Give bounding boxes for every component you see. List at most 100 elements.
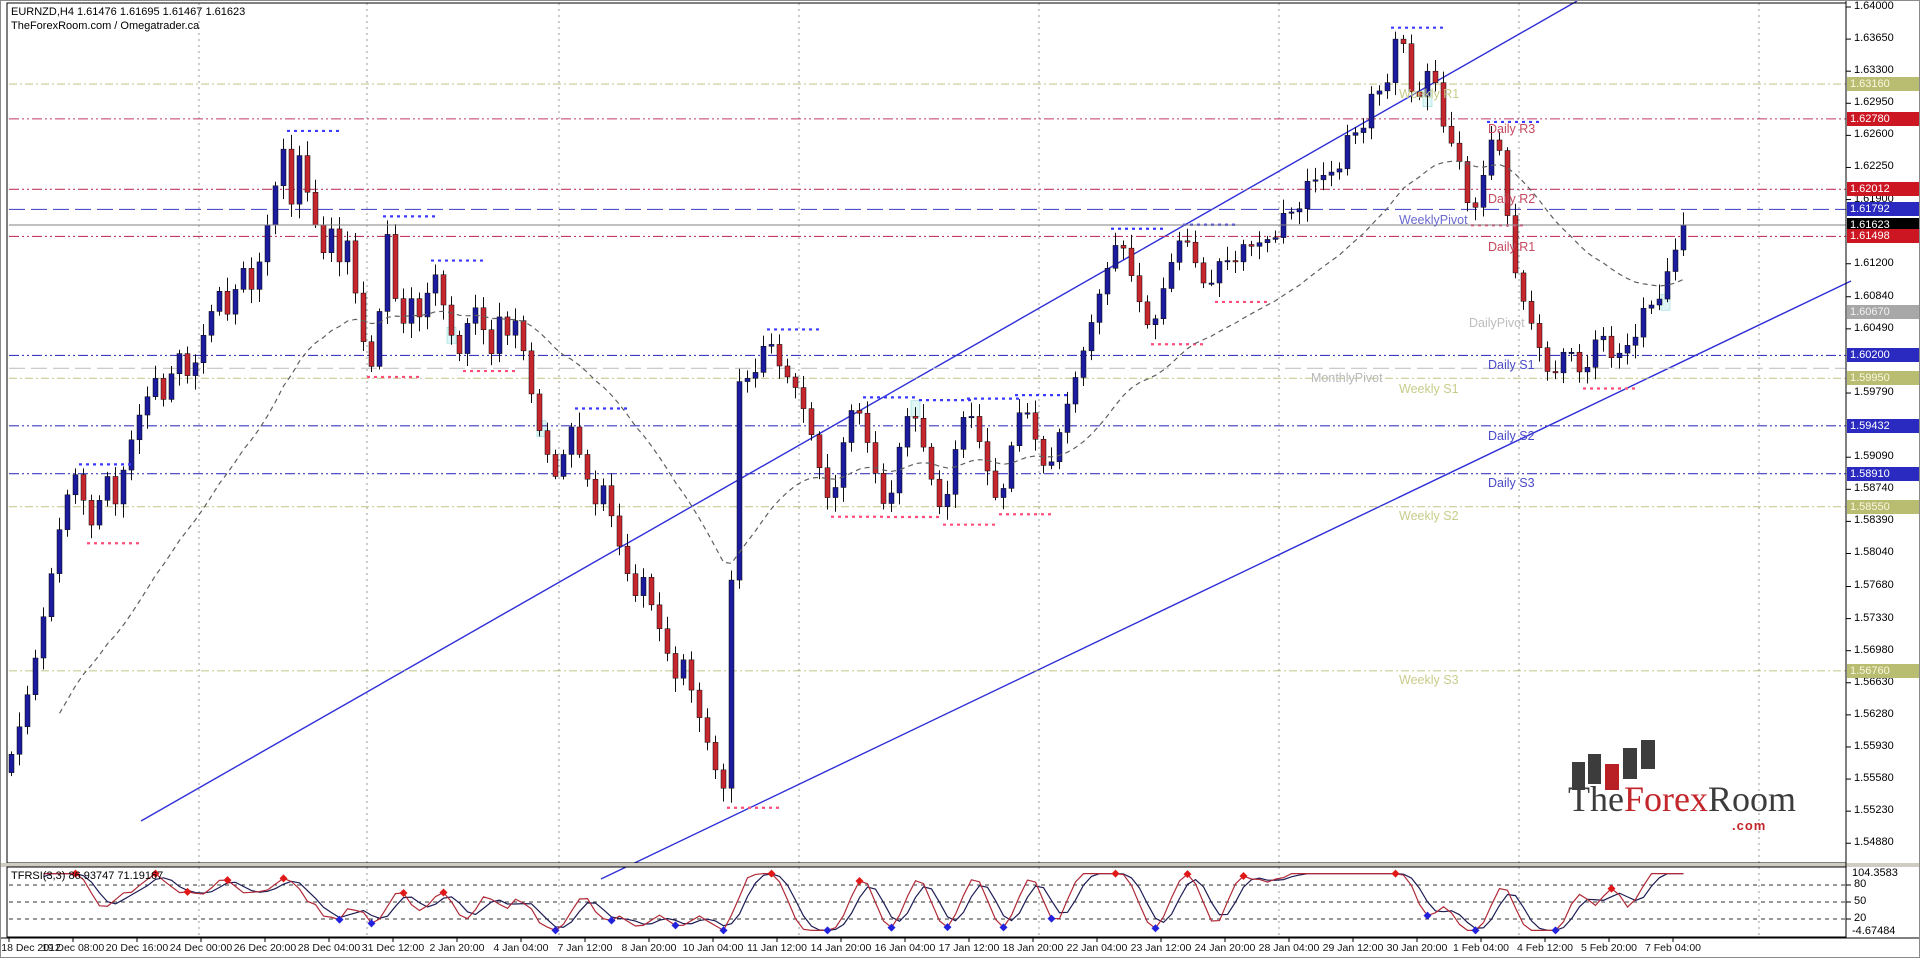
- price-badge: 1.58550: [1847, 499, 1919, 514]
- candle-up: [1256, 242, 1263, 247]
- candle-up: [136, 414, 143, 441]
- candle-down: [1192, 241, 1199, 264]
- price-tick-label: 1.55230: [1854, 804, 1894, 817]
- candle-up: [752, 372, 759, 379]
- candle-down: [544, 430, 551, 455]
- candle-down: [1456, 142, 1463, 162]
- candle-up: [1208, 282, 1215, 285]
- candle-down: [488, 329, 495, 354]
- candle-down: [648, 577, 655, 606]
- candle-up: [272, 185, 279, 226]
- candle-up: [1376, 90, 1383, 95]
- candle-up: [904, 416, 911, 448]
- candle-up: [1112, 245, 1119, 269]
- candle-down: [520, 320, 527, 352]
- candle-down: [1576, 351, 1583, 373]
- candle-up: [216, 290, 223, 312]
- pivot-label-daily-s1: Daily S1: [1488, 358, 1535, 372]
- candle-down: [552, 454, 559, 477]
- date-label: 1 Feb 04:00: [1452, 942, 1510, 954]
- price-tick-label: 1.59090: [1854, 450, 1894, 463]
- date-label: 10 Jan 04:00: [682, 942, 744, 954]
- date-label: 5 Feb 20:00: [1580, 942, 1638, 954]
- candle-up: [104, 476, 111, 501]
- date-label: 4 Jan 04:00: [493, 942, 549, 954]
- pivot-label-weekly-s3: Weekly S3: [1399, 673, 1459, 687]
- price-tick-label: 1.63650: [1854, 32, 1894, 45]
- date-label: 2 Jan 20:00: [429, 942, 485, 954]
- candle-up: [1016, 412, 1023, 446]
- candle-up: [1312, 179, 1319, 182]
- date-label: 19 Dec 08:00: [41, 942, 105, 954]
- candle-down: [1128, 247, 1135, 276]
- pivot-label-daily-r3: Daily R3: [1488, 122, 1536, 136]
- candle-down: [80, 474, 87, 501]
- candle-down: [616, 515, 623, 547]
- candle-down: [224, 290, 231, 315]
- candle-down: [656, 604, 663, 629]
- candle-down: [184, 353, 191, 376]
- candle-up: [848, 410, 855, 443]
- signal-diamond-buy: [335, 915, 344, 924]
- candle-up: [1056, 432, 1063, 463]
- candle-down: [400, 298, 407, 324]
- candle-up: [736, 381, 743, 581]
- candle-up: [600, 485, 607, 505]
- date-label: 24 Dec 00:00: [169, 942, 233, 954]
- candle-down: [1536, 323, 1543, 348]
- candle-up: [1080, 350, 1087, 378]
- candle-down: [1248, 244, 1255, 247]
- candle-down: [392, 234, 399, 299]
- candle-down: [824, 467, 831, 498]
- date-label: 17 Jan 12:00: [938, 942, 1000, 954]
- symbol-ohlc-title: EURNZD,H4 1.61476 1.61695 1.61467 1.6162…: [11, 6, 246, 18]
- price-tick-label: 1.62250: [1854, 160, 1894, 173]
- signal-diamond-sell: [151, 869, 160, 878]
- candle-up: [1176, 240, 1183, 263]
- candle-up: [24, 694, 31, 728]
- pivot-label-weekly-s2: Weekly S2: [1399, 509, 1459, 523]
- candle-down: [880, 473, 887, 504]
- candle-down: [360, 292, 367, 342]
- candle-up: [1360, 127, 1367, 133]
- price-tick-label: 1.63300: [1854, 64, 1894, 77]
- price-axis[interactable]: 1.64000 1.63650 1.63300 1.62950 1.62600 1.622…: [1846, 1, 1919, 937]
- signal-diamond-buy: [367, 919, 376, 928]
- candle-up: [728, 579, 735, 789]
- indicator-main-line: [43, 872, 1684, 932]
- candle-down: [1520, 272, 1527, 302]
- candle-down: [1464, 161, 1471, 204]
- candle-up: [1304, 180, 1311, 209]
- pivot-label-weeklypivot: WeeklyPivot: [1399, 213, 1468, 227]
- signal-diamond-buy: [1551, 926, 1560, 935]
- signal-diamond-buy: [1423, 911, 1432, 920]
- candle-up: [464, 323, 471, 354]
- candle-down: [976, 416, 983, 442]
- signal-diamond-buy: [719, 926, 728, 935]
- candle-up: [40, 616, 47, 659]
- candle-up: [1616, 352, 1623, 358]
- candle-up: [496, 316, 503, 354]
- date-label: 26 Dec 20:00: [233, 942, 297, 954]
- candle-up: [840, 442, 847, 488]
- candle-up: [960, 417, 967, 450]
- candle-up: [1000, 488, 1007, 498]
- candle-up: [1296, 208, 1303, 213]
- signal-diamond-buy: [887, 923, 896, 932]
- candle-down: [1504, 150, 1511, 216]
- candle-down: [528, 350, 535, 395]
- date-label: 7 Jan 12:00: [557, 942, 613, 954]
- candle-up: [128, 439, 135, 471]
- candle-up: [944, 494, 951, 507]
- candle-down: [440, 274, 447, 306]
- candle-up: [176, 353, 183, 375]
- pivot-label-daily-r1: Daily R1: [1488, 240, 1536, 254]
- price-tick-label: 1.56280: [1854, 707, 1894, 720]
- candle-down: [1408, 43, 1415, 93]
- time-axis[interactable]: 18 Dec 2012 19 Dec 08:00 20 Dec 16:00 24 De…: [1, 939, 1919, 957]
- candle-down: [1496, 139, 1503, 151]
- candle-down: [1472, 202, 1479, 208]
- candle-down: [608, 485, 615, 517]
